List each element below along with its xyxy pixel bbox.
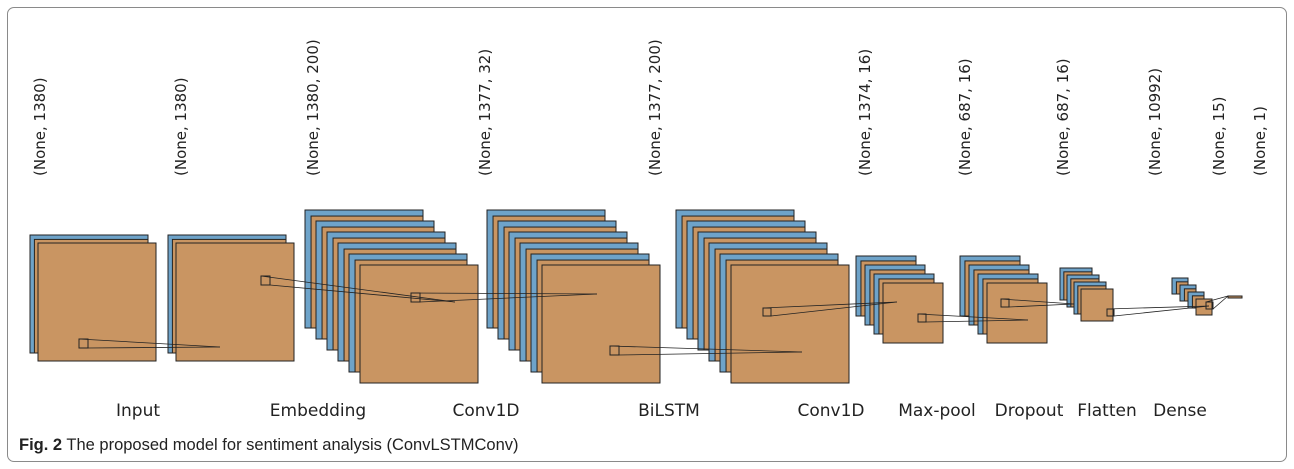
shape-label-5: (None, 1377, 200): [646, 39, 664, 176]
connector-9: [1205, 295, 1229, 310]
connector-line: [419, 293, 598, 303]
layer-label-input: Input: [116, 401, 160, 421]
block-front-face: [37, 242, 157, 362]
connector-3: [410, 292, 598, 303]
layer-label-bilstm: BiLSTM: [638, 401, 700, 421]
caption-text: The proposed model for sentiment analysi…: [62, 436, 519, 454]
shape-label-10: (None, 15): [1210, 97, 1228, 176]
layer-block-6: [855, 255, 944, 344]
shape-label-7: (None, 687, 16): [956, 58, 974, 176]
layer-block-3: [304, 209, 479, 384]
block-front-face: [986, 282, 1048, 344]
connector-line: [618, 351, 803, 356]
shape-label-9: (None, 10992): [1146, 68, 1164, 176]
layer-label-flatten: Flatten: [1077, 401, 1136, 421]
connector-line: [260, 275, 456, 303]
block-front-face: [882, 282, 944, 344]
connector-7: [1000, 298, 1075, 308]
block-front-face: [1227, 295, 1243, 299]
layer-label-dropout: Dropout: [995, 401, 1064, 421]
connector-line: [1106, 305, 1210, 310]
connector-line: [1000, 298, 1075, 305]
connector-line: [1212, 295, 1229, 310]
shape-label-11: (None, 1): [1251, 106, 1269, 176]
kernel-window: [1205, 301, 1214, 310]
connector-line: [410, 292, 598, 295]
shape-label-3: (None, 1380, 200): [304, 39, 322, 176]
layer-label-conv1d: Conv1D: [797, 401, 864, 421]
connector-2: [260, 275, 456, 303]
layer-block-7: [959, 255, 1048, 344]
connector-line: [1008, 303, 1075, 308]
connector-8: [1106, 305, 1210, 317]
connector-line: [762, 301, 898, 309]
layer-label-conv1d: Conv1D: [452, 401, 519, 421]
layer-block-10: [1227, 295, 1243, 299]
connector-line: [770, 301, 898, 317]
shape-label-1: (None, 1380): [31, 77, 49, 176]
layer-block-5: [675, 209, 850, 384]
connector-4: [609, 345, 803, 356]
connector-line: [925, 319, 1029, 323]
block-front-face: [730, 264, 850, 384]
shape-label-4: (None, 1377, 32): [476, 49, 494, 176]
block-front-face: [359, 264, 479, 384]
block-front-face: [175, 242, 295, 362]
figure-frame: [7, 7, 1287, 462]
connector-line: [87, 346, 221, 349]
layer-block-8: [1059, 267, 1114, 322]
layer-block-1: [29, 234, 157, 362]
model-architecture-diagram: (None, 1380) (None, 1380) (None, 1380, 200…: [29, 39, 1269, 421]
connector-6: [917, 313, 1029, 323]
layer-label-dense: Dense: [1153, 401, 1207, 421]
connector-line: [917, 313, 1029, 321]
caption-label: Fig. 2: [19, 436, 63, 454]
shape-label-6: (None, 1374, 16): [856, 49, 874, 176]
connector-line: [1205, 295, 1229, 303]
connector-line: [609, 345, 803, 353]
connector-line: [269, 284, 456, 303]
layer-block-2: [167, 234, 295, 362]
layer-block-4: [486, 209, 661, 384]
shape-label-2: (None, 1380): [172, 77, 190, 176]
connector-5: [762, 301, 898, 317]
kernel-window: [260, 275, 271, 286]
figure-caption: Fig. 2 The proposed model for sentiment …: [19, 436, 519, 455]
shape-label-8: (None, 687, 16): [1054, 58, 1072, 176]
block-front-face: [541, 264, 661, 384]
connector-1: [78, 338, 221, 349]
layer-label-max-pool: Max-pool: [898, 401, 976, 421]
connector-line: [78, 338, 221, 348]
connector-line: [1113, 305, 1210, 317]
layer-label-embedding: Embedding: [270, 401, 366, 421]
